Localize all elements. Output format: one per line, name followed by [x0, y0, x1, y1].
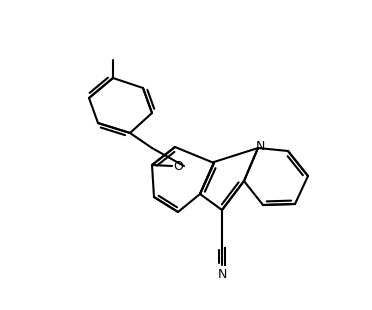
Text: N: N — [217, 268, 227, 281]
Text: O: O — [173, 160, 183, 172]
Text: N: N — [255, 140, 265, 153]
